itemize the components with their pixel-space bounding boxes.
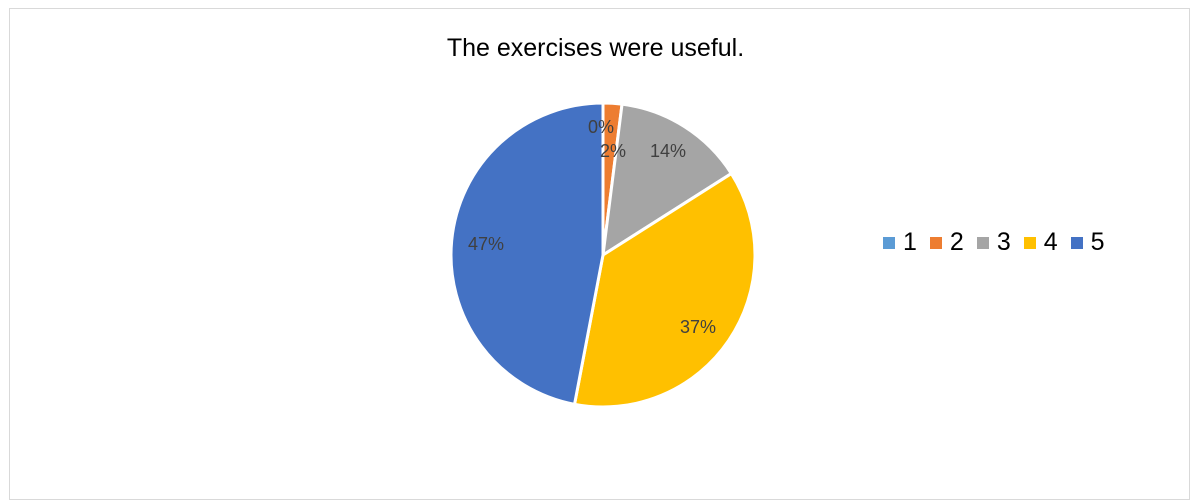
legend-item-5: 5 — [1070, 228, 1105, 257]
legend-swatch-3 — [976, 236, 989, 249]
legend-item-4: 4 — [1023, 228, 1058, 257]
legend-swatch-2 — [929, 236, 942, 249]
pie-slice-3 — [601, 102, 733, 257]
chart-legend: 1 2 3 4 5 — [883, 228, 1118, 257]
chart-title: The exercises were useful. — [446, 34, 745, 62]
legend-item-3: 3 — [976, 228, 1011, 257]
legend-label-1: 1 — [903, 228, 917, 256]
legend-label-5: 5 — [1090, 228, 1105, 256]
legend-label-3: 3 — [996, 228, 1011, 256]
legend-swatch-5 — [1070, 236, 1083, 249]
pie-slice-4 — [573, 172, 757, 409]
data-label-2: 2% — [600, 141, 626, 161]
legend-item-1: 1 — [883, 228, 917, 257]
data-label-5: 47% — [468, 234, 504, 254]
legend-swatch-4 — [1023, 236, 1036, 249]
data-label-3: 14% — [650, 141, 686, 161]
legend-item-2: 2 — [929, 228, 964, 257]
legend-label-2: 2 — [949, 228, 964, 256]
data-label-1: 0% — [588, 117, 614, 137]
legend-label-4: 4 — [1043, 228, 1058, 256]
pie-slice-5 — [449, 101, 605, 406]
legend-swatch-1 — [883, 236, 895, 249]
data-label-4: 37% — [680, 317, 716, 337]
